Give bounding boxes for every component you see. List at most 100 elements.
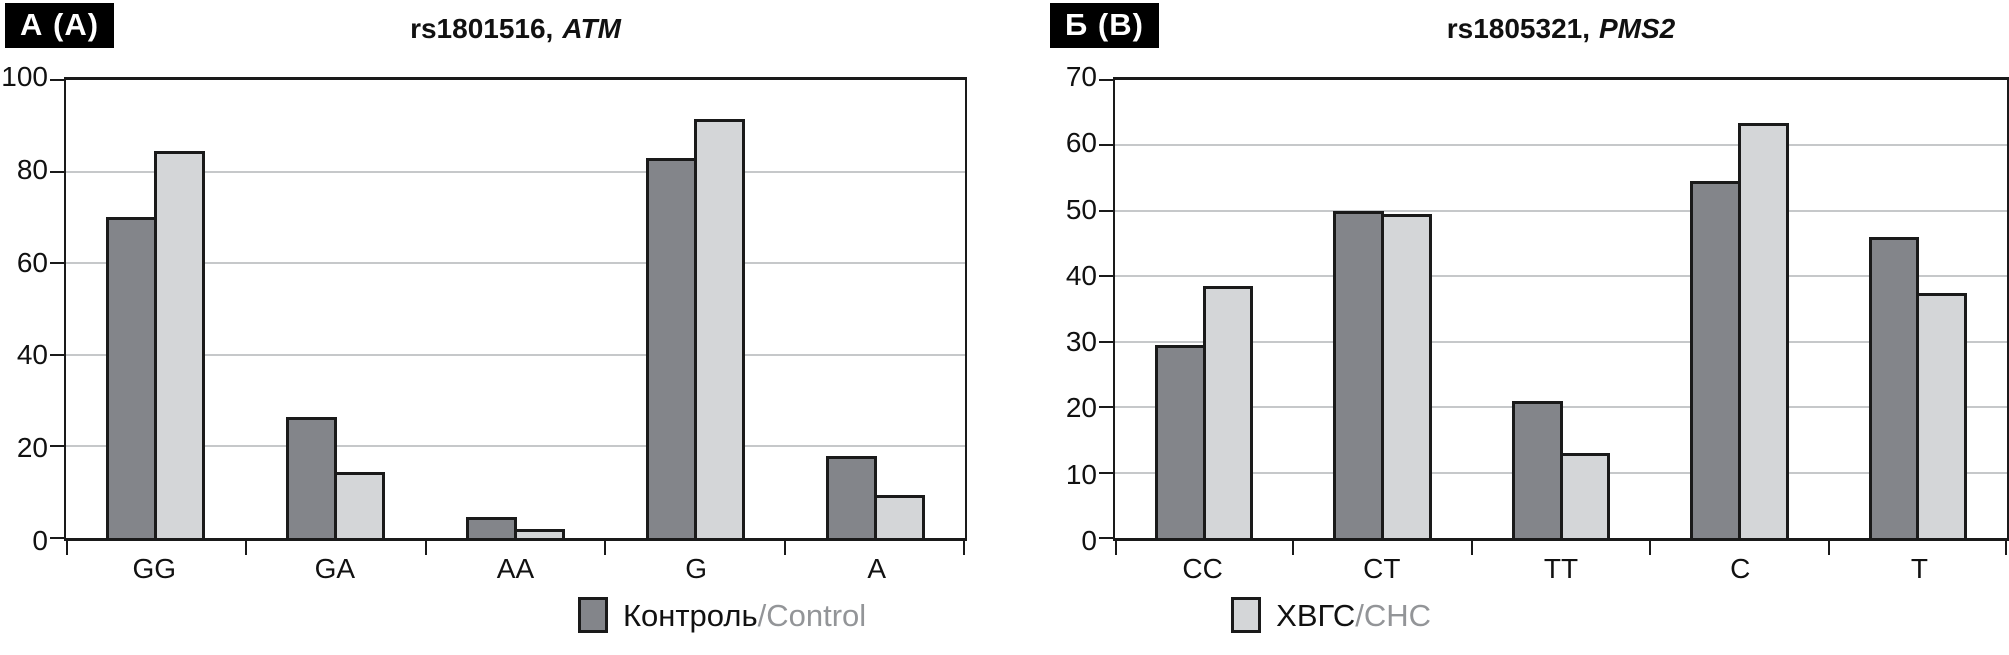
bar-group-cc bbox=[1115, 80, 1293, 538]
x-category-label: TT bbox=[1543, 553, 1579, 584]
chart-title-gene: PMS2 bbox=[1599, 13, 1676, 44]
x-category-label: AA bbox=[496, 553, 535, 584]
chart-title: rs1801516, ATM bbox=[64, 13, 967, 45]
gridline bbox=[66, 353, 965, 356]
chart-title-rs-id: rs1805321, bbox=[1446, 13, 1590, 44]
y-tick-label: 40 bbox=[1065, 259, 1097, 291]
bar-group-t bbox=[1829, 80, 2007, 538]
gridline bbox=[66, 262, 965, 265]
panel-label-badge: Б (B) bbox=[1050, 3, 1159, 48]
y-tick-label: 20 bbox=[1065, 392, 1097, 424]
bar-chc-aa bbox=[513, 528, 566, 538]
bar-group-a bbox=[785, 80, 965, 538]
bar-group-tt bbox=[1472, 80, 1650, 538]
legend-swatch-control bbox=[577, 597, 608, 633]
x-axis-tick-mark bbox=[244, 541, 247, 555]
bar-groups bbox=[1115, 80, 2007, 538]
bar-control-c bbox=[1690, 181, 1741, 538]
bar-control-g bbox=[645, 157, 697, 538]
gridline bbox=[1115, 144, 2007, 147]
bar-control-t bbox=[1868, 237, 1920, 538]
gridline bbox=[1115, 275, 2007, 278]
y-axis: 0 20 40 60 80 100 bbox=[0, 63, 64, 555]
x-category-label: C bbox=[1730, 553, 1751, 584]
bar-group-aa bbox=[426, 80, 606, 538]
x-category-label: CT bbox=[1363, 553, 1401, 584]
y-tick-label: 0 bbox=[1081, 525, 1097, 556]
legend-swatch-chc bbox=[1231, 597, 1262, 633]
chart-title-gene: ATM bbox=[562, 13, 621, 44]
gridline bbox=[66, 445, 965, 448]
chart-panel-pms2: Б (B) rs1805321, PMS2 0 10 20 30 40 50 60 70 CC C… bbox=[1045, 0, 2009, 593]
y-tick-label: 10 bbox=[1065, 458, 1097, 490]
x-category-label: GA bbox=[314, 553, 356, 584]
y-tick-label: 40 bbox=[16, 339, 48, 371]
x-category-label: T bbox=[1910, 553, 1928, 584]
bar-chc-gg bbox=[154, 151, 206, 538]
bar-control-gg bbox=[106, 217, 158, 538]
legend-label-chc: ХВГС/CHC bbox=[1276, 597, 1432, 633]
x-axis-tick-mark bbox=[1292, 541, 1295, 555]
x-axis: CC CT TT C T bbox=[1113, 541, 2009, 593]
y-tick-mark bbox=[50, 537, 64, 539]
bar-chc-g bbox=[693, 118, 745, 538]
y-tick-mark bbox=[1099, 471, 1113, 474]
bar-control-cc bbox=[1155, 345, 1206, 538]
bar-chc-cc bbox=[1202, 286, 1254, 538]
y-tick-label: 80 bbox=[16, 153, 48, 185]
y-tick-label: 60 bbox=[1065, 127, 1097, 159]
y-tick-mark bbox=[1099, 144, 1113, 147]
gridline bbox=[1115, 340, 2007, 343]
y-tick-label: 50 bbox=[1065, 193, 1097, 225]
x-axis-tick-mark bbox=[424, 541, 427, 555]
bar-control-tt bbox=[1511, 400, 1563, 538]
gridline bbox=[66, 170, 965, 173]
bar-group-ga bbox=[246, 80, 426, 538]
chart-title-rs-id: rs1801516, bbox=[410, 13, 554, 44]
legend-item-control: Контроль/Control bbox=[577, 597, 867, 633]
x-axis-tick-mark bbox=[66, 541, 68, 555]
x-category-label: G bbox=[685, 553, 707, 584]
chart-body: 0 20 40 60 80 100 bbox=[0, 63, 967, 555]
x-axis-tick-mark bbox=[1649, 541, 1652, 555]
legend-label-control: Контроль/Control bbox=[622, 597, 867, 633]
plot-area bbox=[1099, 77, 2009, 555]
bar-chc-ga bbox=[334, 471, 386, 538]
bar-chc-t bbox=[1916, 292, 1967, 538]
bar-control-ga bbox=[286, 416, 338, 538]
y-tick-mark bbox=[1099, 209, 1113, 212]
bar-control-ct bbox=[1333, 210, 1385, 538]
x-category-label: CC bbox=[1182, 553, 1223, 584]
y-tick-mark bbox=[50, 262, 64, 265]
charts-row: А (A) rs1801516, ATM 0 20 40 60 80 100 GG GA AA G… bbox=[0, 0, 2009, 593]
bar-groups bbox=[66, 80, 965, 538]
y-tick-label: 100 bbox=[1, 61, 48, 92]
bar-control-a bbox=[825, 455, 877, 538]
y-tick-label: 60 bbox=[16, 246, 48, 278]
x-axis-tick-mark bbox=[784, 541, 787, 555]
legend: Контроль/Control ХВГС/CHC bbox=[0, 597, 2009, 633]
x-axis-tick-mark bbox=[1827, 541, 1830, 555]
y-tick-mark bbox=[1099, 275, 1113, 278]
y-tick-mark bbox=[50, 445, 64, 448]
chart-panel-atm: А (A) rs1801516, ATM 0 20 40 60 80 100 GG GA AA G… bbox=[0, 0, 967, 593]
y-tick-label: 70 bbox=[1065, 61, 1097, 92]
y-tick-mark bbox=[1099, 340, 1113, 343]
chart-body: 0 10 20 30 40 50 60 70 bbox=[1045, 63, 2009, 555]
x-category-label: A bbox=[867, 553, 887, 584]
chart-title: rs1805321, PMS2 bbox=[1113, 13, 2009, 45]
y-tick-mark bbox=[50, 170, 64, 173]
y-tick-mark bbox=[1099, 79, 1113, 81]
x-axis-tick-mark bbox=[604, 541, 607, 555]
bar-chc-ct bbox=[1381, 214, 1432, 538]
bar-chc-c bbox=[1737, 122, 1789, 538]
bar-chc-tt bbox=[1559, 452, 1611, 538]
panel-label-badge: А (A) bbox=[5, 3, 115, 48]
legend-item-chc: ХВГС/CHC bbox=[1231, 597, 1431, 633]
panel-header: А (A) rs1801516, ATM bbox=[0, 0, 967, 77]
y-tick-mark bbox=[50, 353, 64, 356]
y-tick-label: 0 bbox=[32, 525, 48, 556]
bar-group-c bbox=[1650, 80, 1828, 538]
x-axis-tick-mark bbox=[963, 541, 965, 555]
